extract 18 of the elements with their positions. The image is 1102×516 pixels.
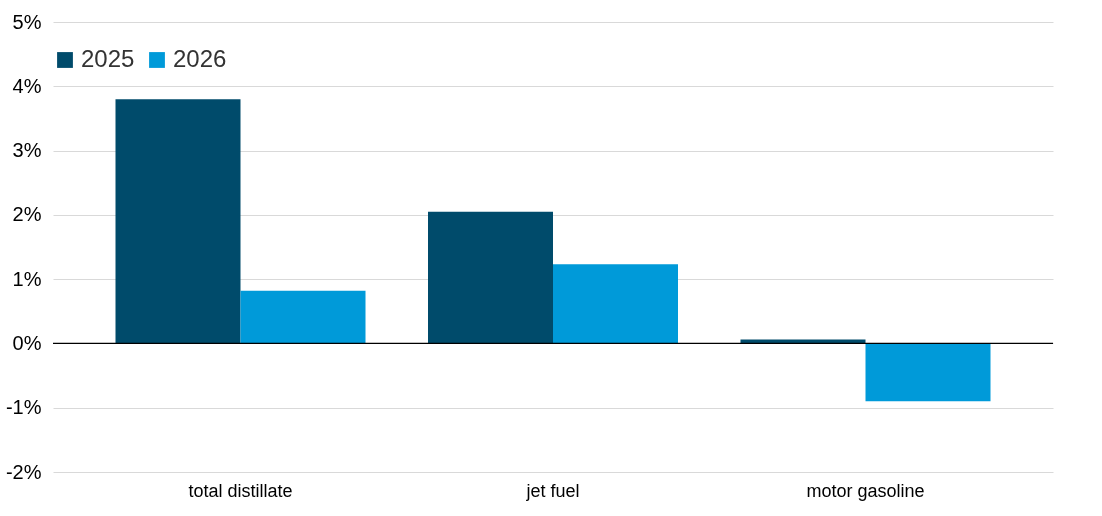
bar — [115, 99, 241, 344]
y-tick-label: 2% — [12, 203, 42, 226]
x-tick-label: total distillate — [188, 480, 293, 501]
bar — [865, 343, 991, 402]
bar — [240, 290, 366, 344]
y-tick-label: 4% — [12, 74, 42, 97]
y-tick-label: 1% — [12, 267, 42, 290]
y-tick-label: 5% — [12, 10, 42, 33]
y-tick-label: -2% — [5, 460, 42, 483]
legend-label: 2026 — [173, 45, 227, 72]
y-tick-label: 3% — [12, 139, 42, 162]
y-tick-label: 0% — [12, 331, 42, 354]
bar — [428, 211, 553, 344]
x-tick-label: jet fuel — [525, 480, 580, 501]
x-tick-label: motor gasoline — [806, 480, 925, 501]
bar — [553, 264, 678, 344]
y-tick-label: -1% — [5, 396, 42, 419]
legend-label: 2025 — [81, 45, 135, 72]
